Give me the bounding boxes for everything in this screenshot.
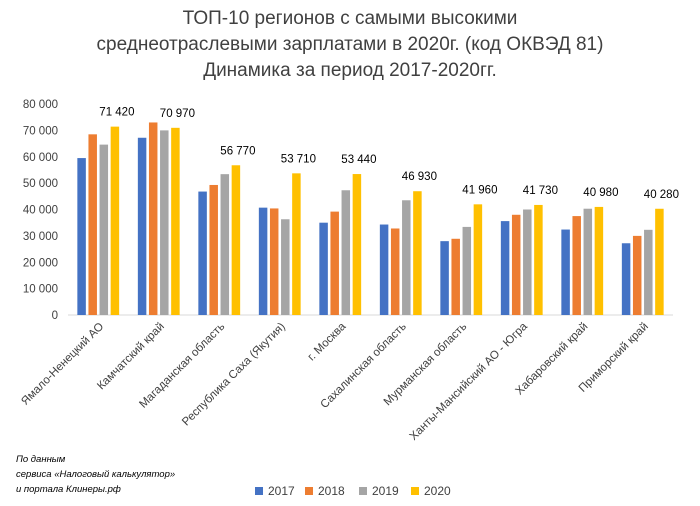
bar (632, 235, 642, 316)
y-tick-label: 0 (52, 310, 58, 322)
bar (594, 206, 604, 315)
bar (583, 208, 593, 315)
bar (413, 191, 422, 315)
x-category-label: г. Москва (306, 320, 349, 363)
legend-label-2019: 2019 (372, 484, 399, 498)
data-label: 41 730 (523, 185, 558, 197)
bar (110, 126, 120, 315)
x-category-label: Республика Саха (Якутия) (180, 321, 288, 429)
legend-item-2017: 2017 (255, 484, 295, 498)
data-label: 53 710 (281, 153, 316, 165)
title-line-3: Динамика за период 2017-2020гг. (203, 60, 497, 81)
bar (88, 134, 97, 315)
legend-item-2019: 2019 (359, 484, 399, 498)
data-label: 40 980 (583, 187, 618, 199)
y-tick-label: 50 000 (23, 178, 58, 190)
bar (341, 190, 351, 315)
bar (644, 229, 653, 315)
data-label: 40 280 (644, 189, 679, 201)
y-tick-label: 80 000 (23, 99, 58, 111)
bar (440, 241, 449, 315)
chart-title: ТОП-10 регионов с самыми высокими средне… (0, 6, 700, 84)
data-label: 53 440 (341, 154, 376, 166)
bar (379, 224, 389, 315)
x-category-label: Ханты-Мансийский АО - Югра (408, 320, 531, 443)
bar (500, 221, 510, 315)
bar (534, 204, 543, 315)
bar (160, 130, 169, 316)
y-tick-label: 20 000 (23, 257, 58, 269)
legend-swatch-2019 (359, 487, 367, 495)
bar (209, 184, 218, 315)
x-category-label: Камчатский край (95, 321, 167, 393)
data-label: 41 960 (462, 184, 497, 196)
bar (561, 229, 570, 315)
y-tick-label: 30 000 (23, 231, 58, 243)
bar (99, 144, 109, 315)
bar (148, 122, 158, 316)
bar (258, 207, 268, 315)
bar (281, 219, 290, 315)
data-label: 70 970 (160, 108, 195, 120)
source-note: По данным сервиса «Налоговый калькулятор… (16, 452, 175, 497)
bar (462, 226, 472, 315)
data-label: 56 770 (220, 145, 255, 157)
bar (390, 228, 400, 315)
legend-swatch-2018 (305, 487, 313, 495)
bar (137, 137, 147, 315)
bar (511, 214, 521, 315)
legend-label-2017: 2017 (268, 484, 295, 498)
bar (319, 222, 328, 315)
bar (402, 200, 411, 315)
data-label: 46 930 (402, 171, 437, 183)
bar (330, 211, 339, 315)
bar (198, 191, 207, 315)
bar (572, 216, 581, 315)
source-line-1: По данным (16, 454, 66, 465)
legend-item-2020: 2020 (411, 484, 451, 498)
bar (171, 127, 180, 315)
title-line-2: среднеотраслевыми зарплатами в 2020г. (к… (96, 34, 604, 55)
legend: 2017 2018 2019 2020 (0, 484, 700, 500)
bar (451, 238, 460, 315)
y-tick-label: 70 000 (23, 125, 58, 137)
y-tick-label: 10 000 (23, 284, 58, 296)
source-line-2: сервиса «Налоговый калькулятор» (16, 469, 176, 480)
bar (231, 165, 241, 315)
bar (352, 174, 362, 315)
legend-label-2020: 2020 (424, 484, 451, 498)
bar (621, 243, 631, 315)
y-tick-label: 40 000 (23, 205, 58, 217)
x-category-label: Ямало-Ненецкий АО (19, 321, 106, 408)
bar (473, 204, 483, 315)
legend-label-2018: 2018 (318, 484, 345, 498)
y-tick-label: 60 000 (23, 152, 58, 164)
bar (292, 173, 301, 315)
title-line-1: ТОП-10 регионов с самыми высокими (182, 8, 518, 29)
bar (655, 208, 664, 315)
legend-swatch-2017 (255, 487, 263, 495)
bar (523, 209, 532, 315)
bar (269, 208, 279, 315)
source-line-3: и портала Клинеры.рф (16, 484, 121, 495)
x-category-label: Приморский край (577, 321, 651, 395)
bar (220, 174, 230, 315)
legend-swatch-2020 (411, 487, 419, 495)
bar (77, 158, 86, 315)
data-label: 71 420 (99, 107, 134, 119)
legend-item-2018: 2018 (305, 484, 345, 498)
